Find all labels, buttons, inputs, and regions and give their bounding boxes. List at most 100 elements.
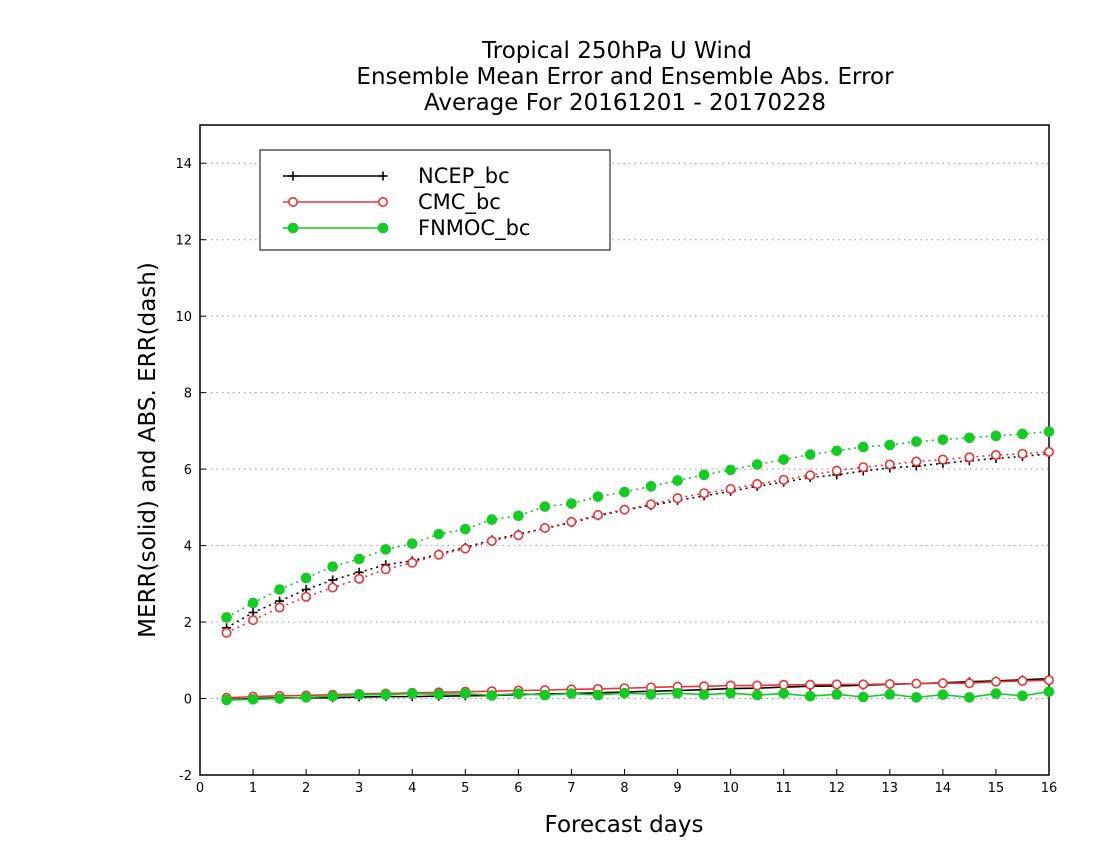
point-merr-fnmoc-bc — [592, 689, 604, 701]
point-abs-err-fnmoc-bc — [486, 514, 498, 525]
point-abs-err-cmc-bc — [354, 573, 365, 584]
line-abs-err-fnmoc-bc — [226, 430, 1050, 619]
point-abs-err-cmc-bc — [274, 602, 285, 613]
point-merr-fnmoc-bc — [221, 694, 232, 706]
x-tick-label: 8 — [620, 781, 628, 796]
legend-label: CMC_bc — [418, 190, 501, 215]
x-tick-label: 4 — [408, 781, 416, 796]
point-abs-err-cmc-bc — [486, 535, 497, 546]
point-merr-cmc-bc — [990, 676, 1001, 687]
point-abs-err-cmc-bc — [831, 465, 842, 476]
point-abs-err-cmc-bc — [619, 504, 630, 515]
x-tick-label: 6 — [514, 781, 522, 796]
legend-box — [259, 149, 611, 251]
point-abs-err-cmc-bc — [433, 549, 444, 560]
point-merr-fnmoc-bc — [619, 687, 630, 699]
point-abs-err-fnmoc-bc — [221, 612, 232, 623]
point-abs-err-fnmoc-bc — [672, 475, 683, 486]
point-abs-err-fnmoc-bc — [327, 561, 338, 572]
x-tick-label: 14 — [935, 781, 952, 796]
point-abs-err-fnmoc-bc — [353, 553, 365, 565]
point-abs-err-fnmoc-bc — [778, 454, 789, 465]
chart-period: Average For 20161201 - 20170228 — [424, 90, 826, 116]
point-merr-fnmoc-bc — [672, 687, 683, 699]
series-fnmoc-bc — [221, 426, 1055, 706]
point-abs-err-fnmoc-bc — [513, 510, 524, 522]
point-abs-err-fnmoc-bc — [804, 449, 816, 460]
point-merr-fnmoc-bc — [300, 692, 312, 703]
point-merr-fnmoc-bc — [433, 689, 445, 700]
point-abs-err-fnmoc-bc — [645, 481, 657, 492]
point-merr-fnmoc-bc — [513, 688, 524, 699]
point-merr-fnmoc-bc — [353, 689, 365, 701]
point-abs-err-cmc-bc — [566, 516, 577, 527]
point-abs-err-cmc-bc — [752, 479, 763, 490]
point-abs-err-fnmoc-bc — [566, 498, 577, 509]
point-merr-fnmoc-bc — [406, 688, 418, 699]
point-abs-err-fnmoc-bc — [964, 432, 975, 444]
point-merr-fnmoc-bc — [911, 692, 922, 703]
point-abs-err-fnmoc-bc — [274, 584, 285, 595]
point-merr-cmc-bc — [831, 679, 842, 690]
x-tick-label: 9 — [673, 781, 681, 796]
point-abs-err-cmc-bc — [248, 615, 259, 626]
point-merr-fnmoc-bc — [751, 689, 763, 701]
data-series — [221, 426, 1055, 706]
point-abs-err-cmc-bc — [911, 456, 922, 467]
legend-marker — [377, 197, 388, 208]
point-merr-cmc-bc — [964, 678, 975, 689]
point-abs-err-fnmoc-bc — [247, 597, 259, 609]
point-merr-cmc-bc — [937, 678, 948, 689]
point-merr-cmc-bc — [805, 679, 816, 690]
point-abs-err-cmc-bc — [1044, 446, 1055, 457]
point-abs-err-cmc-bc — [221, 627, 232, 638]
legend-marker — [288, 171, 298, 181]
point-abs-err-fnmoc-bc — [619, 486, 630, 498]
point-abs-err-fnmoc-bc — [380, 544, 392, 555]
point-merr-fnmoc-bc — [1017, 690, 1028, 702]
point-merr-cmc-bc — [1017, 675, 1028, 686]
point-abs-err-cmc-bc — [805, 470, 816, 481]
point-abs-err-cmc-bc — [380, 564, 391, 575]
point-merr-fnmoc-bc — [804, 690, 816, 702]
x-tick-label: 7 — [567, 781, 575, 796]
point-merr-fnmoc-bc — [778, 688, 789, 699]
x-tick-label: 3 — [355, 781, 363, 796]
legend-label: NCEP_bc — [418, 164, 510, 189]
legend-marker — [287, 222, 299, 234]
point-abs-err-fnmoc-bc — [1043, 426, 1055, 437]
y-tick-label: 8 — [184, 387, 192, 402]
point-abs-err-fnmoc-bc — [698, 469, 710, 481]
point-abs-err-cmc-bc — [990, 449, 1001, 460]
point-abs-err-fnmoc-bc — [751, 459, 763, 470]
point-merr-cmc-bc — [884, 678, 895, 689]
x-tick-label: 16 — [1041, 781, 1058, 796]
point-abs-err-cmc-bc — [937, 454, 948, 465]
point-abs-err-cmc-bc — [646, 499, 657, 510]
point-merr-fnmoc-bc — [566, 688, 577, 699]
chart-subtitle: Ensemble Mean Error and Ensemble Abs. Er… — [356, 64, 894, 90]
point-abs-err-cmc-bc — [513, 530, 524, 541]
point-abs-err-fnmoc-bc — [433, 528, 445, 540]
point-abs-err-fnmoc-bc — [857, 441, 869, 453]
point-abs-err-fnmoc-bc — [592, 491, 604, 502]
point-abs-err-cmc-bc — [460, 543, 471, 554]
point-abs-err-fnmoc-bc — [460, 523, 471, 535]
point-merr-fnmoc-bc — [831, 689, 843, 700]
line-abs-err-ncep-bc — [226, 453, 1050, 629]
legend-marker — [377, 222, 389, 234]
point-abs-err-cmc-bc — [884, 459, 895, 470]
y-tick-label: 6 — [184, 463, 192, 478]
x-tick-label: 15 — [988, 781, 1005, 796]
point-abs-err-cmc-bc — [327, 582, 338, 593]
point-abs-err-fnmoc-bc — [831, 445, 843, 457]
point-merr-cmc-bc — [1044, 675, 1055, 686]
series-cmc-bc — [221, 446, 1055, 703]
point-abs-err-fnmoc-bc — [884, 439, 896, 451]
point-abs-err-fnmoc-bc — [725, 464, 736, 476]
legend-label: FNMOC_bc — [418, 216, 530, 241]
grid-lines — [200, 162, 1049, 776]
point-merr-fnmoc-bc — [857, 691, 869, 703]
